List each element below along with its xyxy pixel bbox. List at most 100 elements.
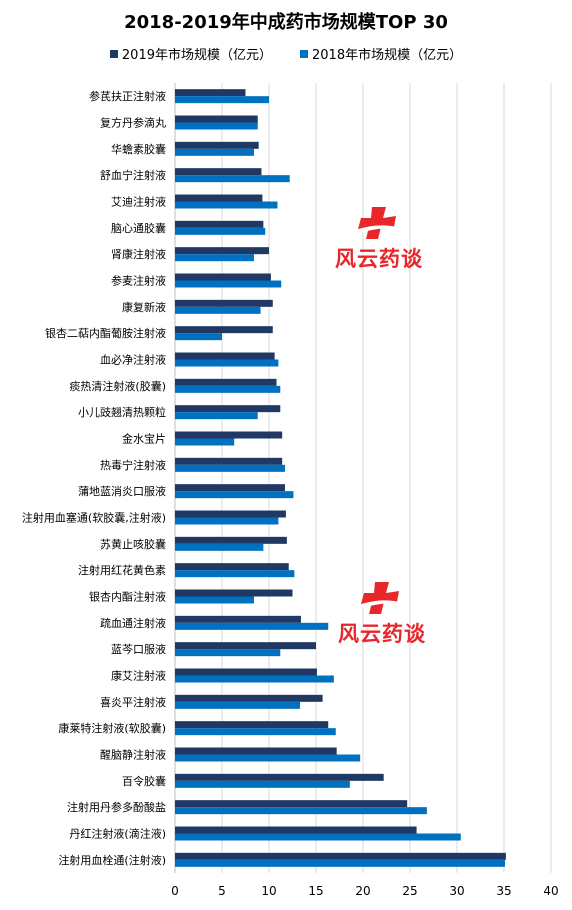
x-tick-label: 25	[402, 884, 417, 898]
category-label: 艾迪注射液	[111, 195, 166, 209]
bar-2019	[175, 721, 329, 729]
bar-2018	[175, 385, 281, 393]
x-tick-label: 5	[218, 884, 226, 898]
category-label: 银杏二萜内酯葡胺注射液	[45, 326, 166, 340]
bar-2018	[175, 596, 254, 604]
cross-logo-icon	[357, 582, 407, 614]
category-label: 康艾注射液	[111, 669, 166, 683]
x-tick-label: 30	[449, 884, 464, 898]
bar-2018	[175, 859, 505, 867]
bar-2018	[175, 543, 264, 551]
bar-2018	[175, 175, 290, 183]
bar-2019	[175, 168, 262, 176]
legend-swatch-2018	[300, 49, 308, 58]
legend-swatch-2019	[109, 49, 118, 58]
bar-2019	[175, 589, 293, 597]
category-label: 醒脑静注射液	[100, 748, 166, 762]
bar-2019	[175, 378, 277, 386]
bar-2018	[175, 201, 278, 209]
bar-2018	[175, 675, 334, 683]
x-tick-label: 20	[355, 884, 370, 898]
x-tick-label: 40	[543, 884, 558, 898]
category-label: 痰热清注射液(胶囊)	[69, 379, 166, 393]
bar-2018	[175, 412, 258, 420]
category-label: 苏黄止咳胶囊	[100, 537, 166, 551]
legend-item-2019: 2019年市场规模（亿元）	[109, 44, 272, 63]
bar-2019	[175, 89, 246, 97]
bar-2019	[175, 668, 317, 676]
x-tick-label: 0	[171, 884, 179, 898]
bar-2019	[175, 431, 283, 439]
category-label: 金水宝片	[122, 432, 166, 446]
bar-2019	[175, 694, 323, 702]
bar-2019	[175, 352, 275, 360]
category-label: 小儿豉翘清热颗粒	[78, 405, 166, 419]
watermark-text-1: 风云药谈	[335, 247, 423, 271]
bar-2018	[175, 280, 282, 288]
category-label: 丹红注射液(滴注液)	[69, 827, 166, 841]
category-label: 疏血通注射液	[100, 616, 166, 630]
category-label: 热毒宁注射液	[100, 458, 166, 472]
bar-2018	[175, 227, 266, 235]
bar-2018	[175, 333, 222, 341]
bar-2018	[175, 148, 254, 156]
bar-2019	[175, 642, 316, 650]
bar-2019	[175, 800, 408, 808]
x-tick-label: 15	[308, 884, 323, 898]
bar-2018	[175, 833, 461, 841]
bar-2018	[175, 254, 254, 262]
category-label: 华蟾素胶囊	[111, 142, 166, 156]
bar-2019	[175, 273, 271, 281]
category-label: 注射用红花黄色素	[78, 563, 166, 577]
category-label: 蓝芩口服液	[111, 642, 166, 656]
bar-2018	[175, 622, 329, 630]
bar-2019	[175, 326, 273, 334]
category-label: 百令胶囊	[122, 774, 166, 788]
legend-item-2018: 2018年市场规模（亿元）	[300, 44, 462, 63]
category-label: 参麦注射液	[111, 274, 166, 288]
chart-title: 2018-2019年中成药市场规模TOP 30	[124, 12, 448, 33]
category-label: 康复新液	[122, 300, 166, 314]
bar-2019	[175, 299, 273, 307]
watermark-logo-2: 风云药谈	[338, 580, 426, 648]
category-label: 参芪扶正注射液	[89, 89, 166, 103]
bar-2018	[175, 754, 361, 762]
bar-2019	[175, 457, 283, 465]
bar-2018	[175, 306, 261, 314]
category-label: 肾康注射液	[111, 247, 166, 261]
bar-2018	[175, 570, 295, 578]
category-label: 脑心通胶囊	[111, 221, 166, 235]
bar-2019	[175, 747, 337, 755]
bar-2019	[175, 141, 259, 149]
bar-2019	[175, 115, 258, 123]
bar-2018	[175, 728, 336, 736]
legend-label-2018: 2018年市场规模（亿元）	[312, 48, 463, 63]
bar-2019	[175, 405, 281, 413]
bar-2018	[175, 780, 350, 788]
bar-2018	[175, 491, 294, 499]
bar-2019	[175, 536, 287, 544]
bar-2019	[175, 220, 264, 228]
bar-2019	[175, 773, 384, 781]
bar-2018	[175, 359, 279, 367]
bar-2019	[175, 826, 417, 834]
bar-2018	[175, 438, 235, 446]
bar-2018	[175, 701, 301, 709]
category-label: 康莱特注射液(软胶囊)	[58, 721, 166, 735]
bar-2019	[175, 247, 269, 255]
category-label: 血必净注射液	[100, 353, 166, 367]
category-label: 注射用血塞通(软胶囊,注射液)	[22, 511, 166, 525]
bar-2018	[175, 807, 427, 815]
watermark-logo-1: 风云药谈	[335, 205, 423, 273]
category-label: 注射用血栓通(注射液)	[58, 853, 166, 867]
bar-2019	[175, 615, 301, 623]
category-label: 复方丹参滴丸	[100, 116, 166, 130]
bar-2018	[175, 122, 258, 130]
x-tick-label: 10	[261, 884, 276, 898]
category-label: 银杏内酯注射液	[89, 590, 166, 604]
cross-logo-icon	[354, 207, 404, 239]
bar-2019	[175, 194, 263, 202]
bar-2018	[175, 517, 279, 525]
category-label: 蒲地蓝消炎口服液	[78, 484, 166, 498]
bar-2018	[175, 96, 269, 104]
